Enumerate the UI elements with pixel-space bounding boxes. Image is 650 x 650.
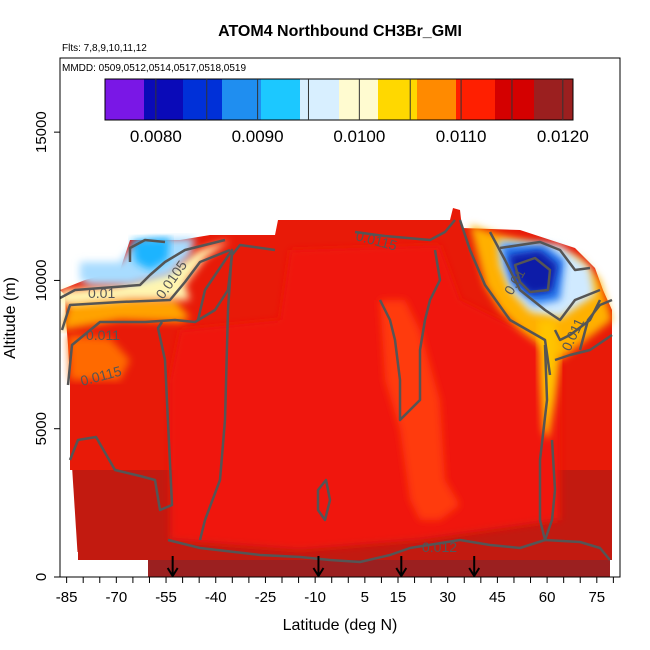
contour-0.01 xyxy=(60,238,226,300)
x-tick-label: -55 xyxy=(155,589,177,606)
colorbar-swatch xyxy=(417,79,457,120)
contour-right-low xyxy=(554,333,613,362)
field-right-plume xyxy=(538,320,560,440)
dates-subtitle: MMDD: 0509,0512,0514,0517,0518,0519 xyxy=(62,63,246,74)
contour-right-plume xyxy=(538,344,557,542)
contour-0.0115-left xyxy=(66,243,276,386)
contour-0.012-left xyxy=(68,321,174,512)
x-axis-label: Latitude (deg N) xyxy=(283,617,398,634)
contour-right-3 xyxy=(499,240,591,272)
contour-0.0105 xyxy=(128,238,166,262)
flight-marker-arrow xyxy=(468,556,481,577)
field-orange-left xyxy=(68,335,130,380)
contour-label: 0.01 xyxy=(88,285,115,301)
colorbar-tick-label: 0.0120 xyxy=(537,127,589,146)
x-tick-label: -70 xyxy=(105,589,127,606)
y-axis: 0 5000 10000 15000 xyxy=(33,111,60,581)
x-tick-label: 45 xyxy=(489,589,506,606)
x-tick-label: 75 xyxy=(588,589,605,606)
contour-center-blob xyxy=(316,478,332,522)
arrow-head xyxy=(468,567,481,577)
field-nodata-left xyxy=(60,420,70,552)
contour-label: 0.011 xyxy=(86,327,120,343)
colorbar-swatch xyxy=(261,79,301,120)
y-axis-label: Altitude (m) xyxy=(2,277,19,359)
x-tick-label: -10 xyxy=(304,589,326,606)
flight-marker-arrow xyxy=(312,556,325,577)
colorbar-tick-label: 0.0110 xyxy=(436,127,487,146)
colorbar-swatch xyxy=(534,79,574,120)
flights-subtitle: Flts: 7,8,9,10,11,12 xyxy=(62,43,147,54)
arrow-head xyxy=(166,567,179,577)
colorbar-swatch xyxy=(378,79,418,120)
contour-0.0115-top xyxy=(354,219,456,242)
x-axis: -85 -70 -55 -40 -25 -10 5 15 30 45 60 75 xyxy=(56,577,614,606)
plot-frame xyxy=(59,57,621,578)
contour-mid xyxy=(378,249,442,422)
colorbar: 0.0080 0.0090 0.0100 0.0110 0.0120 xyxy=(104,78,589,146)
x-tick-label: 5 xyxy=(361,589,369,606)
field-core xyxy=(170,245,560,550)
flight-marker-arrow xyxy=(395,556,408,577)
field-blue xyxy=(132,238,170,270)
contour-right-2 xyxy=(488,231,601,322)
colorbar-swatch xyxy=(183,79,223,120)
contour-right-4 xyxy=(513,256,552,294)
y-tick-label: 15000 xyxy=(33,111,50,153)
x-tick-label: 60 xyxy=(539,589,556,606)
x-tick-label: -40 xyxy=(205,589,227,606)
y-tick-label: 10000 xyxy=(33,260,50,302)
x-tick-label: -25 xyxy=(255,589,277,606)
field-column xyxy=(380,300,460,520)
colorbar-swatch xyxy=(300,79,340,120)
colorbar-tick-label: 0.0090 xyxy=(232,127,284,146)
x-tick-label: -85 xyxy=(56,589,78,606)
contour-column xyxy=(196,248,234,541)
heatmap-field: 0.01 0.0105 0.011 0.0115 0.0115 0.011 0.… xyxy=(60,208,613,577)
y-tick-label: 0 xyxy=(33,573,50,581)
contour-0.012-bottom xyxy=(167,538,611,564)
arrow-head xyxy=(312,567,325,577)
colorbar-swatch xyxy=(456,79,496,120)
field-nodata-bottom xyxy=(60,552,148,577)
x-tick-label: 15 xyxy=(390,589,407,606)
colorbar-tick-label: 0.0100 xyxy=(333,127,385,146)
colorbar-swatch xyxy=(495,79,535,120)
colorbar-frame xyxy=(104,78,574,121)
colorbar-swatch xyxy=(222,79,262,120)
field-orange-band xyxy=(62,298,190,330)
chart-title: ATOM4 Northbound CH3Br_GMI xyxy=(218,23,462,40)
contour-right-edge xyxy=(578,298,613,351)
colorbar-tick-label: 0.0080 xyxy=(130,127,182,146)
flight-markers xyxy=(166,556,481,577)
flight-marker-arrow xyxy=(166,556,179,577)
x-tick-label: 30 xyxy=(439,589,456,606)
y-tick-label: 5000 xyxy=(33,412,50,445)
contour-label: 0.012 xyxy=(422,539,457,555)
contour-lines xyxy=(60,219,613,564)
arrow-head xyxy=(395,567,408,577)
colorbar-swatch xyxy=(144,79,184,120)
colorbar-swatch xyxy=(105,79,145,120)
contour-0.011 xyxy=(60,248,231,331)
colorbar-swatch xyxy=(339,79,379,120)
